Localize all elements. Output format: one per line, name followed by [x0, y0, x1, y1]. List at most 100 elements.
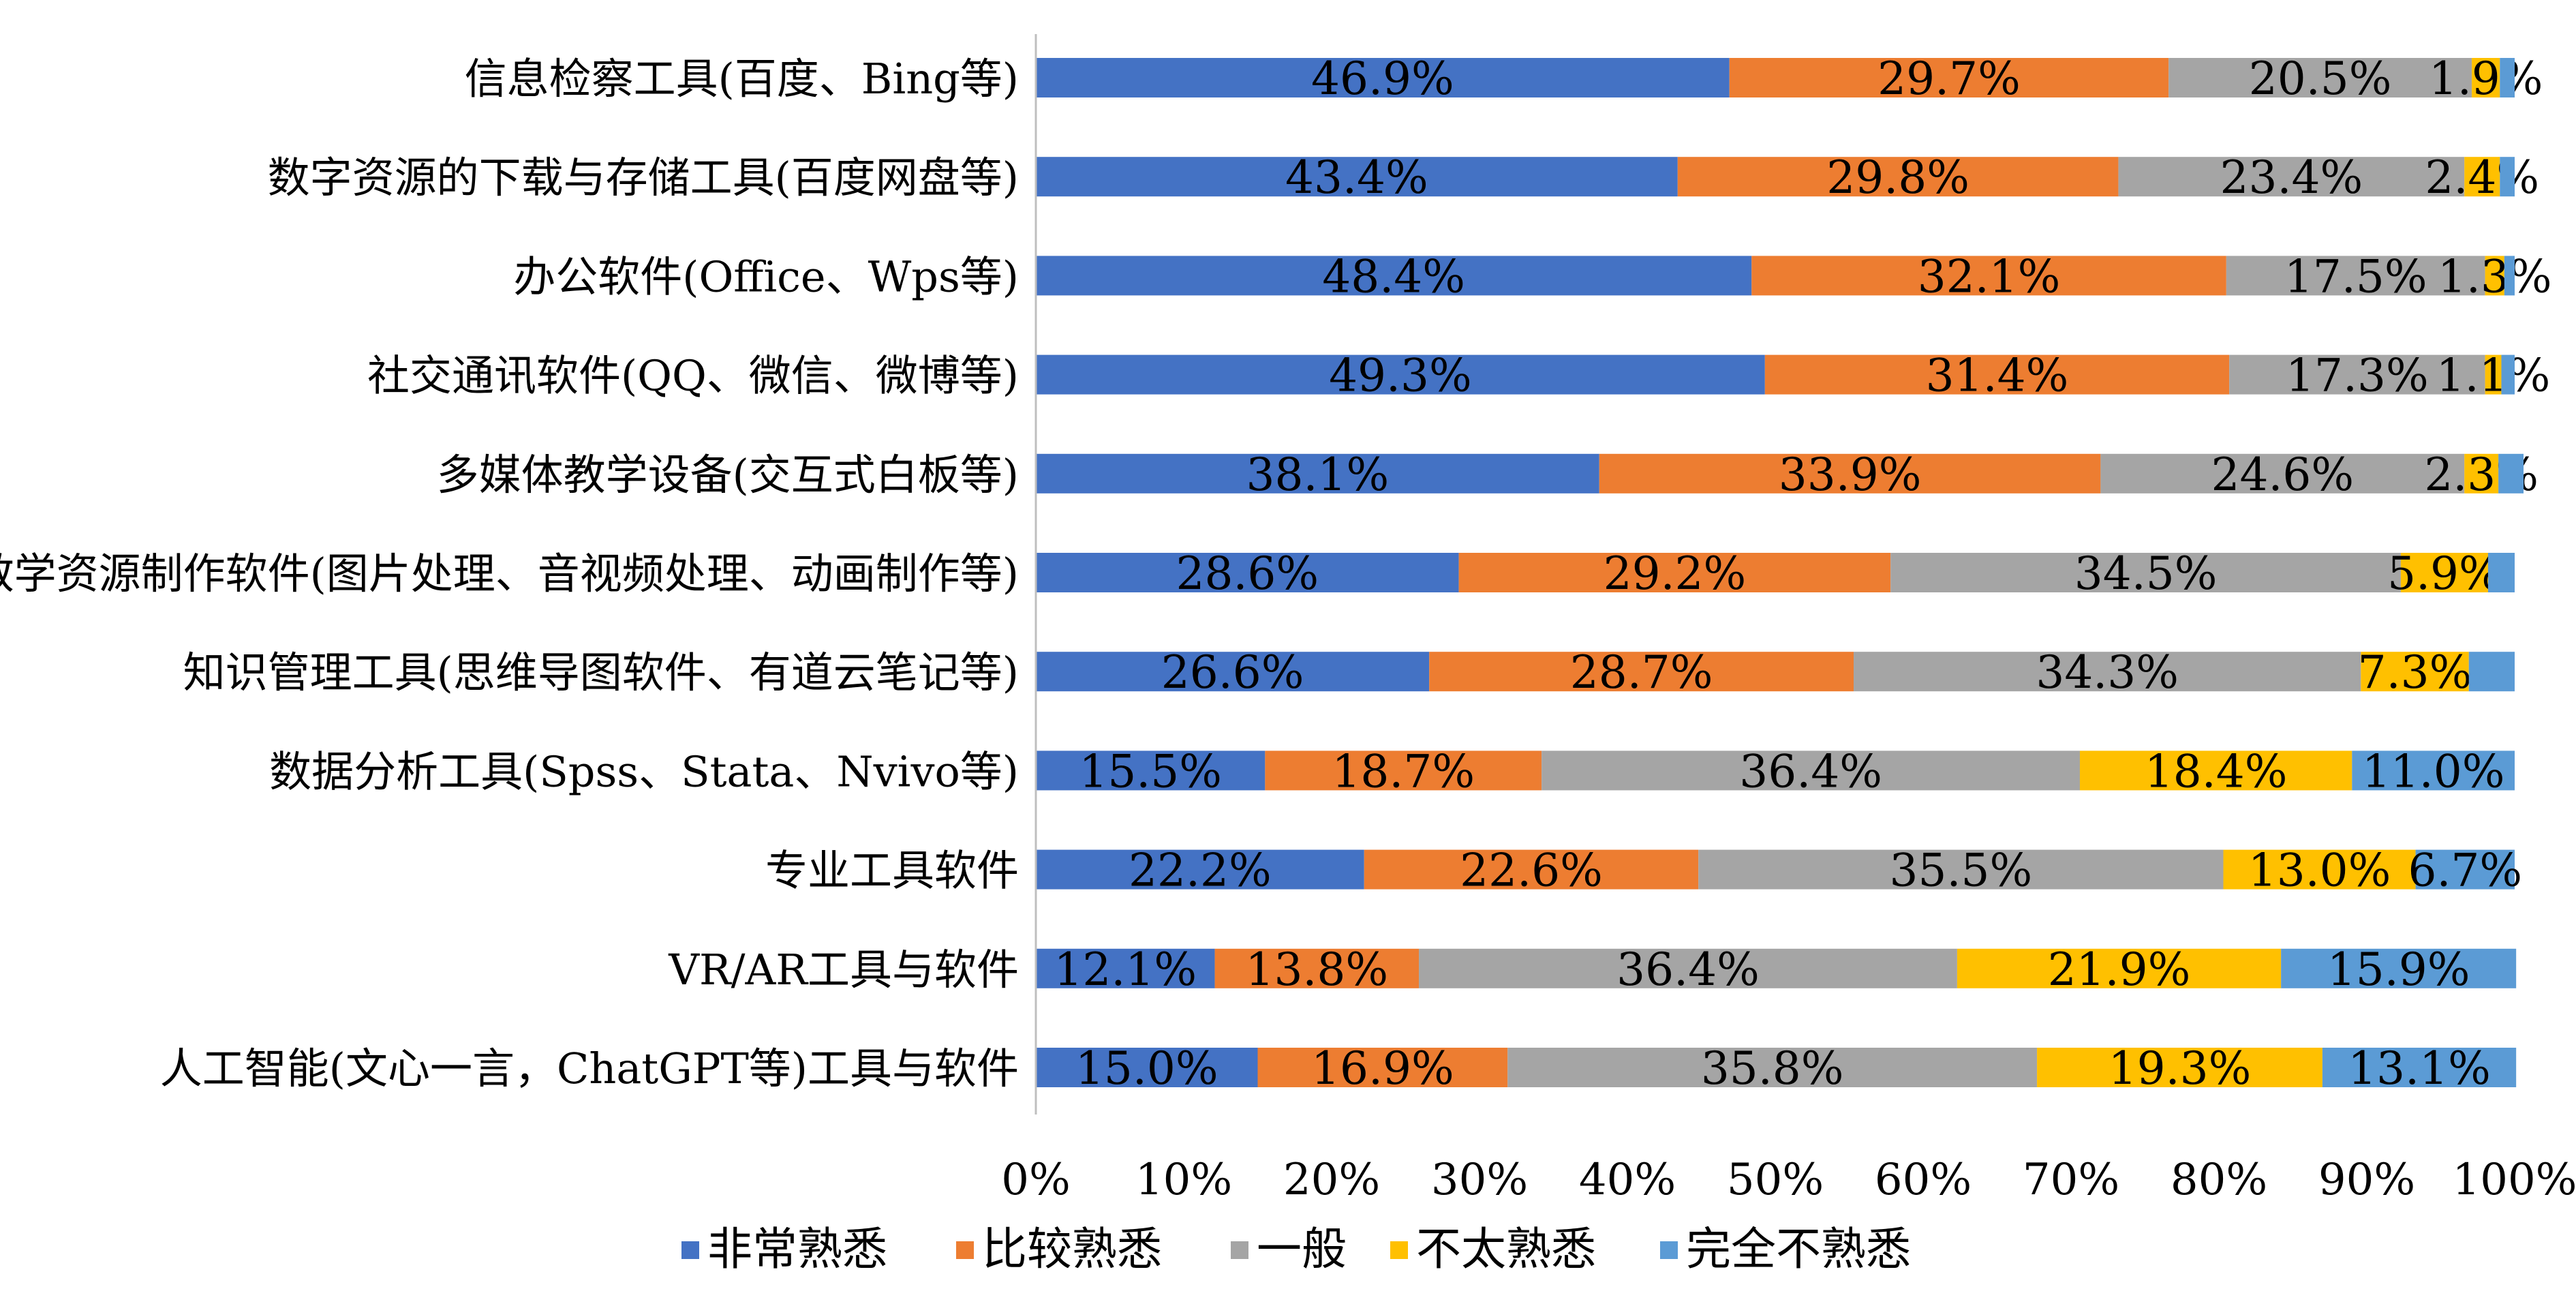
- bar-segment-1-row-3: [1036, 256, 1752, 296]
- category-label-7: 知识管理工具(思维导图软件、有道云笔记等): [183, 648, 1019, 697]
- bar-segment-1-row-6: [1036, 553, 1459, 592]
- bar-segment-4-row-1: [2472, 58, 2500, 97]
- data-label-2-row-4: 31.4%: [1926, 350, 2069, 402]
- bar-segment-3-row-4: [2229, 354, 2485, 395]
- bar-segment-1-row-4: [1036, 354, 1765, 395]
- bar-segment-3-row-1: [2168, 58, 2472, 97]
- data-label-5-row-9: 6.7%: [2408, 845, 2522, 897]
- x-tick-label-11: 100%: [2453, 1155, 2576, 1205]
- bar-segment-5-row-3: [2504, 256, 2515, 296]
- bars-layer: 46.9% 29.7% 20.5% 1.9% 43.4% 29.8% 23.4% 2.4% 48…: [1036, 52, 2552, 1095]
- x-tick-label-6: 50%: [1727, 1155, 1824, 1205]
- bar-segment-2-row-6: [1458, 553, 1891, 592]
- legend-label-2: 比较熟悉: [982, 1223, 1162, 1275]
- bar-segment-4-row-6: [2400, 553, 2488, 592]
- data-label-1-row-9: 22.2%: [1129, 845, 1272, 897]
- bar-segment-1-row-8: [1036, 750, 1266, 791]
- data-label-5-row-10: 15.9%: [2327, 943, 2470, 996]
- bar-segment-3-row-5: [2100, 453, 2465, 494]
- legend-label-4: 不太熟悉: [1416, 1223, 1596, 1275]
- data-label-1-row-3: 48.4%: [1322, 250, 1465, 303]
- bar-segment-3-row-11: [1507, 1048, 2038, 1087]
- bar-segment-5-row-7: [2468, 652, 2515, 692]
- data-label-1-row-11: 15.0%: [1075, 1042, 1218, 1095]
- legend-label-1: 非常熟悉: [707, 1223, 887, 1275]
- data-label-3-row-11: 35.8%: [1701, 1042, 1844, 1095]
- bar-segment-1-row-1: [1036, 58, 1730, 97]
- data-label-2-row-11: 16.9%: [1311, 1042, 1454, 1095]
- data-label-4-row-11: 19.3%: [2109, 1042, 2252, 1095]
- category-label-6: 教学资源制作软件(图片处理、音视频处理、动画制作等): [0, 549, 1019, 598]
- bar-segment-3-row-2: [2118, 157, 2465, 197]
- x-tick-label-8: 70%: [2023, 1155, 2119, 1205]
- legend: 非常熟悉 比较熟悉 一般 不太熟悉 完全不熟悉: [681, 1223, 1911, 1275]
- bar-segment-3-row-9: [1698, 849, 2224, 890]
- bar-segment-4-row-2: [2464, 157, 2500, 197]
- category-label-8: 数据分析工具(Spss、Stata、Nvivo等): [269, 746, 1019, 796]
- data-label-1-row-7: 26.6%: [1161, 646, 1304, 699]
- bar-segment-1-row-10: [1036, 948, 1215, 988]
- bar-segment-5-row-2: [2500, 157, 2515, 197]
- data-label-4-row-3: 1.3%: [2438, 250, 2552, 303]
- data-label-2-row-2: 29.8%: [1826, 151, 1969, 204]
- bar-segment-5-row-5: [2498, 453, 2524, 494]
- category-label-1: 信息检察工具(百度、Bing等): [465, 54, 1019, 104]
- bar-segment-2-row-3: [1751, 256, 2226, 296]
- data-label-2-row-3: 32.1%: [1918, 250, 2061, 303]
- data-label-1-row-1: 46.9%: [1311, 52, 1454, 105]
- data-label-3-row-6: 34.5%: [2074, 547, 2218, 600]
- data-label-3-row-2: 23.4%: [2220, 151, 2363, 204]
- bar-segment-4-row-10: [1957, 948, 2282, 988]
- bar-segment-2-row-5: [1599, 453, 2101, 494]
- legend-label-3: 一般: [1257, 1223, 1347, 1275]
- category-labels: 信息检察工具(百度、Bing等) 数字资源的下载与存储工具(百度网盘等) 办公软件(…: [0, 54, 1019, 1093]
- bar-segment-2-row-2: [1677, 157, 2119, 197]
- data-label-3-row-7: 34.3%: [2036, 646, 2179, 699]
- data-label-2-row-1: 29.7%: [1877, 52, 2021, 105]
- category-label-11: 人工智能(文心一言，ChatGPT等)工具与软件: [160, 1044, 1019, 1093]
- bar-segment-4-row-8: [2080, 750, 2352, 791]
- x-tick-label-4: 30%: [1431, 1155, 1528, 1205]
- data-label-4-row-1: 1.9%: [2429, 52, 2543, 105]
- bar-segment-5-row-10: [2281, 948, 2517, 988]
- bar-segment-4-row-4: [2485, 354, 2502, 395]
- bar-segment-1-row-11: [1036, 1048, 1258, 1087]
- bar-segment-3-row-7: [1854, 652, 2361, 692]
- data-label-3-row-10: 36.4%: [1616, 943, 1760, 996]
- bar-segment-2-row-4: [1764, 354, 2230, 395]
- data-label-4-row-10: 21.9%: [2048, 943, 2191, 996]
- bar-segment-5-row-11: [2322, 1048, 2517, 1087]
- legend-swatch-4: [1390, 1241, 1408, 1259]
- bar-segment-5-row-4: [2501, 354, 2515, 395]
- category-label-9: 专业工具软件: [765, 846, 1019, 896]
- category-label-10: VR/AR工具与软件: [668, 945, 1019, 995]
- x-tick-label-9: 80%: [2171, 1155, 2267, 1205]
- bar-segment-3-row-8: [1542, 750, 2081, 791]
- category-label-5: 多媒体教学设备(交互式白板等): [437, 450, 1019, 500]
- data-label-4-row-2: 2.4%: [2425, 151, 2539, 204]
- x-tick-label-2: 10%: [1135, 1155, 1232, 1205]
- bar-segment-3-row-3: [2226, 256, 2485, 296]
- bar-segment-5-row-9: [2415, 849, 2515, 890]
- bar-segment-3-row-10: [1419, 948, 1957, 988]
- category-label-3: 办公软件(Office、Wps等): [513, 252, 1019, 301]
- data-label-2-row-5: 33.9%: [1779, 449, 1922, 501]
- legend-label-5: 完全不熟悉: [1686, 1223, 1911, 1275]
- data-label-3-row-1: 20.5%: [2249, 52, 2392, 105]
- bar-segment-2-row-8: [1265, 750, 1542, 791]
- data-label-3-row-3: 17.5%: [2284, 250, 2427, 303]
- bar-segment-1-row-2: [1036, 157, 1678, 197]
- bar-segment-2-row-7: [1429, 652, 1854, 692]
- category-label-4: 社交通讯软件(QQ、微信、微博等): [367, 351, 1019, 401]
- legend-swatch-3: [1231, 1241, 1248, 1259]
- data-label-2-row-9: 22.6%: [1460, 845, 1603, 897]
- bar-segment-4-row-3: [2485, 256, 2504, 296]
- data-label-1-row-8: 15.5%: [1079, 745, 1222, 798]
- x-tick-label-5: 40%: [1579, 1155, 1676, 1205]
- data-label-4-row-7: 7.3%: [2358, 646, 2472, 699]
- bar-segment-2-row-1: [1729, 58, 2169, 97]
- bar-segment-2-row-9: [1364, 849, 1699, 890]
- data-label-5-row-11: 13.1%: [2348, 1042, 2491, 1095]
- bar-segment-3-row-6: [1890, 553, 2401, 592]
